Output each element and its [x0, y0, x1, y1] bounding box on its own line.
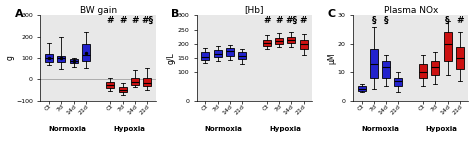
- Text: #: #: [456, 16, 464, 25]
- Text: Normoxia: Normoxia: [205, 126, 243, 132]
- PathPatch shape: [456, 47, 464, 69]
- PathPatch shape: [382, 61, 390, 78]
- PathPatch shape: [238, 52, 246, 59]
- Y-axis label: μM: μM: [327, 52, 336, 64]
- Text: B: B: [172, 8, 180, 19]
- Text: #: #: [275, 16, 283, 25]
- PathPatch shape: [82, 44, 90, 61]
- PathPatch shape: [57, 56, 65, 62]
- PathPatch shape: [300, 40, 308, 49]
- Text: #: #: [119, 16, 127, 25]
- PathPatch shape: [431, 61, 439, 75]
- PathPatch shape: [143, 78, 151, 86]
- Title: BW gain: BW gain: [80, 6, 117, 15]
- Text: Hypoxia: Hypoxia: [269, 126, 301, 132]
- PathPatch shape: [201, 52, 210, 60]
- PathPatch shape: [214, 50, 222, 58]
- Text: Normoxia: Normoxia: [48, 126, 86, 132]
- Text: C: C: [328, 8, 336, 19]
- PathPatch shape: [287, 37, 295, 43]
- PathPatch shape: [358, 86, 365, 91]
- PathPatch shape: [70, 59, 78, 63]
- PathPatch shape: [107, 81, 114, 88]
- Text: Hypoxia: Hypoxia: [113, 126, 145, 132]
- Y-axis label: g: g: [6, 56, 15, 60]
- PathPatch shape: [263, 40, 271, 46]
- Text: §: §: [384, 16, 389, 25]
- Text: §: §: [445, 16, 450, 25]
- PathPatch shape: [226, 48, 234, 56]
- Text: #: #: [107, 16, 114, 25]
- Text: Normoxia: Normoxia: [361, 126, 399, 132]
- Text: §: §: [372, 16, 376, 25]
- Text: Hypoxia: Hypoxia: [426, 126, 457, 132]
- PathPatch shape: [275, 38, 283, 44]
- PathPatch shape: [370, 49, 378, 78]
- Text: #: #: [263, 16, 271, 25]
- PathPatch shape: [394, 78, 402, 86]
- PathPatch shape: [131, 78, 139, 85]
- Title: Plasma NOx: Plasma NOx: [383, 6, 438, 15]
- PathPatch shape: [45, 54, 53, 62]
- Y-axis label: g/L: g/L: [167, 52, 176, 64]
- PathPatch shape: [419, 64, 427, 78]
- Text: #§: #§: [285, 16, 297, 25]
- Text: #§: #§: [141, 16, 153, 25]
- Text: #: #: [131, 16, 139, 25]
- Text: A: A: [15, 8, 24, 19]
- Text: #: #: [300, 16, 307, 25]
- PathPatch shape: [444, 32, 452, 61]
- Title: [Hb]: [Hb]: [245, 6, 264, 15]
- PathPatch shape: [118, 87, 127, 92]
